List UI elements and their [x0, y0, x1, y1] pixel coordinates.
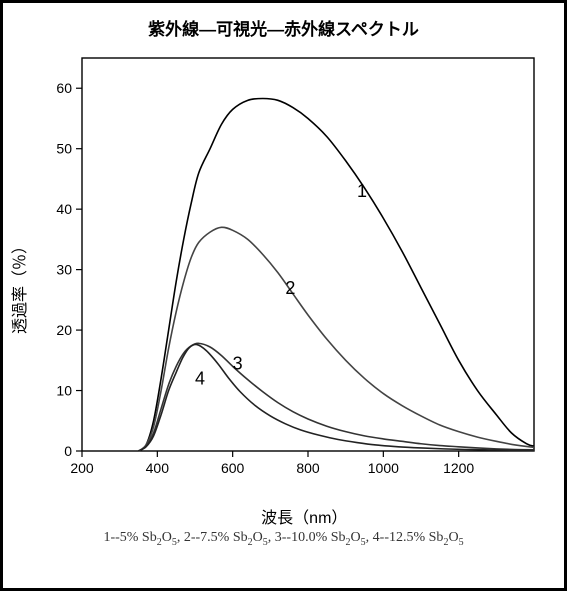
curve-label-1: 1: [356, 181, 366, 201]
svg-text:800: 800: [296, 460, 320, 476]
series-3: [138, 343, 534, 451]
chart-title: 紫外線—可視光—赤外線スペクトル: [148, 15, 419, 40]
series-1: [138, 99, 534, 451]
svg-text:200: 200: [70, 460, 94, 476]
series-4: [138, 344, 534, 451]
legend-text: 1--5% Sb2O5, 2--7.5% Sb2O5, 3--10.0% Sb2…: [103, 530, 463, 548]
spectrum-chart: 200 400 600 800 1000 1200 0 10 20 30 40 50 60 1 2 3 4: [24, 46, 544, 506]
svg-text:1200: 1200: [443, 460, 474, 476]
x-axis-label: 波長（nm）: [261, 504, 347, 528]
svg-text:20: 20: [56, 322, 72, 338]
svg-text:400: 400: [145, 460, 169, 476]
svg-text:1000: 1000: [367, 460, 398, 476]
svg-text:0: 0: [64, 443, 72, 459]
chart-container: 透過率（％） 200400600800100012000102030405060…: [24, 46, 544, 526]
y-axis-label: 透過率（％）: [6, 238, 30, 334]
curve-label-4: 4: [195, 368, 205, 388]
svg-text:30: 30: [56, 262, 72, 278]
series-2: [138, 227, 534, 451]
svg-text:50: 50: [56, 141, 72, 157]
chart-frame: 紫外線—可視光—赤外線スペクトル 透過率（％） 2004006008001000…: [0, 0, 567, 591]
svg-text:60: 60: [56, 80, 72, 96]
svg-text:40: 40: [56, 201, 72, 217]
svg-text:10: 10: [56, 383, 72, 399]
svg-text:600: 600: [220, 460, 244, 476]
curve-label-3: 3: [232, 353, 242, 373]
curve-label-2: 2: [285, 278, 295, 298]
